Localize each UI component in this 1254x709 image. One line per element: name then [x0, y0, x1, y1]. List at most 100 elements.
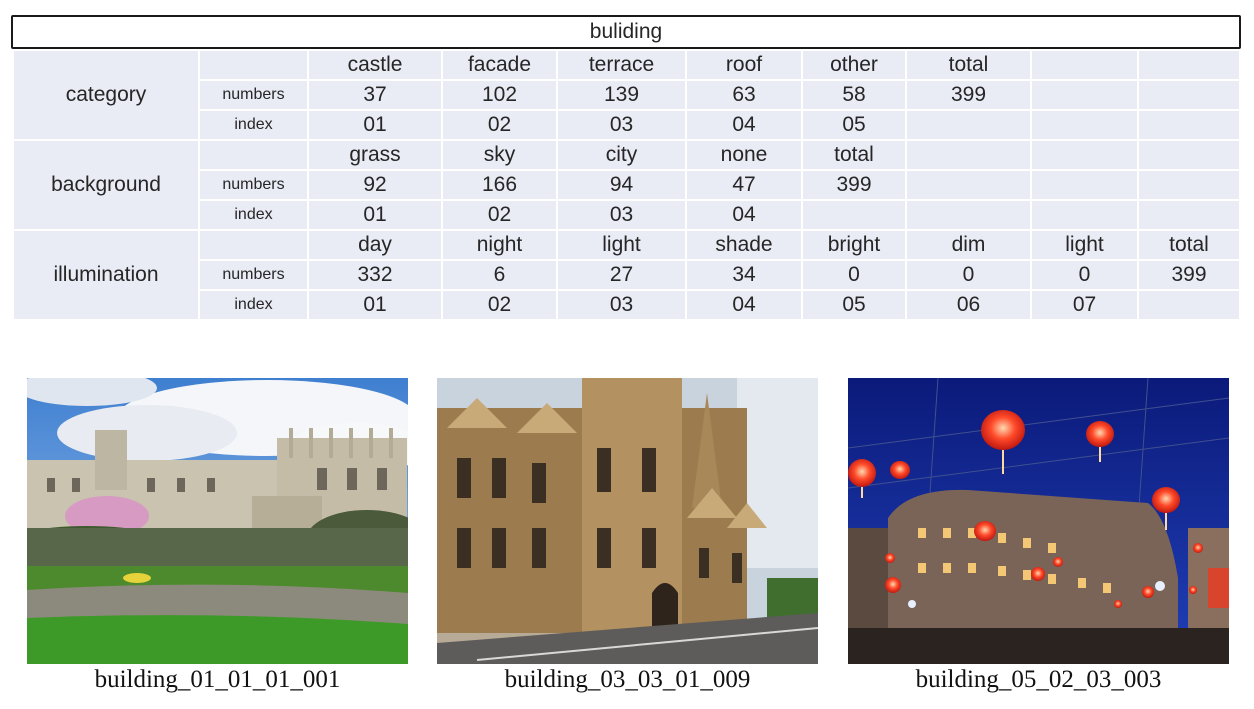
table-cell: total: [905, 49, 1032, 81]
table-cell: total: [801, 139, 907, 171]
row-header-blank: [198, 139, 309, 171]
table-cell: 332: [307, 259, 443, 291]
table-cell: 04: [685, 289, 803, 321]
table-cell: [1137, 139, 1241, 171]
table-cell: 0: [1030, 259, 1139, 291]
table-cell: day: [307, 229, 443, 261]
table-row: category castle facade terrace roof other tota…: [12, 49, 1241, 141]
table-cell: [905, 199, 1032, 231]
table-cell: 04: [685, 199, 803, 231]
table-cell: [1137, 169, 1241, 201]
table-cell: 03: [556, 289, 687, 321]
table-cell: terrace: [556, 49, 687, 81]
table-cell: night: [441, 229, 558, 261]
table-cell: 01: [307, 289, 443, 321]
table-cell: 02: [441, 199, 558, 231]
table-cell: 34: [685, 259, 803, 291]
table-cell: none: [685, 139, 803, 171]
castle-scene-image: [27, 378, 408, 664]
table-row: background grass sky city none total: [12, 139, 1241, 231]
table-cell: [1030, 79, 1139, 111]
table-cell: 102: [441, 79, 558, 111]
facade-scene-image: [437, 378, 818, 664]
table-cell: 399: [1137, 259, 1241, 291]
table-row: index 01 02 03 04: [13, 199, 1241, 231]
row-header-blank: [198, 229, 309, 261]
table-cell: [1137, 199, 1241, 231]
photo-city-night: [848, 378, 1229, 664]
image-caption-2: building_03_03_01_009: [504, 666, 751, 693]
image-caption-3: building_05_02_03_003: [915, 666, 1162, 693]
row-header-blank: [198, 49, 309, 81]
table-row: index 01 02 03 04 05 06 07: [13, 289, 1241, 321]
table-cell: [1030, 109, 1139, 141]
table-cell: 63: [685, 79, 803, 111]
table-cell: [905, 139, 1032, 171]
table-cell: 399: [801, 169, 907, 201]
table-cell: 0: [801, 259, 907, 291]
table-cell: 0: [905, 259, 1032, 291]
table-cell: 6: [441, 259, 558, 291]
table-cell: sky: [441, 139, 558, 171]
table-row: numbers 332 6 27 34 0 0 0 399: [13, 259, 1241, 291]
table-cell: 399: [905, 79, 1032, 111]
photo-facade: [437, 378, 818, 664]
table-cell: 139: [556, 79, 687, 111]
table-cell: castle: [307, 49, 443, 81]
table-cell: 03: [556, 109, 687, 141]
table-row: numbers 92 166 94 47 399: [13, 169, 1241, 201]
table-cell: 07: [1030, 289, 1139, 321]
table-cell: 02: [441, 289, 558, 321]
table-cell: [1137, 79, 1241, 111]
table-cell: 92: [307, 169, 443, 201]
table-cell: [1137, 289, 1241, 321]
table-cell: city: [556, 139, 687, 171]
table-cell: [1137, 49, 1241, 81]
table-cell: other: [801, 49, 907, 81]
table-cell: 37: [307, 79, 443, 111]
table-cell: shade: [685, 229, 803, 261]
row-header-numbers: numbers: [198, 259, 309, 291]
table-row: illumination day night light shade bright dim l…: [12, 229, 1241, 321]
row-header-index: index: [198, 109, 309, 141]
row-header-numbers: numbers: [198, 79, 309, 111]
table-cell: 47: [685, 169, 803, 201]
image-caption-1: building_01_01_01_001: [94, 666, 341, 693]
table-cell: 05: [801, 109, 907, 141]
table-cell: 04: [685, 109, 803, 141]
table-cell: [1030, 139, 1139, 171]
row-header-index: index: [198, 289, 309, 321]
table-cell: [905, 169, 1032, 201]
table-cell: 58: [801, 79, 907, 111]
table-cell: [1030, 49, 1139, 81]
table-cell: 27: [556, 259, 687, 291]
table-cell: 02: [441, 109, 558, 141]
group-name-background: background: [12, 139, 200, 231]
row-header-index: index: [198, 199, 309, 231]
table-cell: grass: [307, 139, 443, 171]
table-cell: [801, 199, 907, 231]
table-cell: total: [1137, 229, 1241, 261]
table-cell: bright: [801, 229, 907, 261]
table-cell: roof: [685, 49, 803, 81]
table-cell: [1137, 109, 1241, 141]
city-night-scene-image: [848, 378, 1229, 664]
table-cell: 01: [307, 199, 443, 231]
table-cell: [1030, 199, 1139, 231]
table-cell: 05: [801, 289, 907, 321]
table-cell: dim: [905, 229, 1032, 261]
group-name-category: category: [12, 49, 200, 141]
table-cell: 06: [905, 289, 1032, 321]
table-cell: 01: [307, 109, 443, 141]
statistics-table: category castle facade terrace roof other tota…: [12, 49, 1241, 321]
row-header-numbers: numbers: [198, 169, 309, 201]
table-title: buliding: [11, 15, 1241, 49]
table-cell: 94: [556, 169, 687, 201]
table-cell: [905, 109, 1032, 141]
table-row: numbers 37 102 139 63 58 399: [13, 79, 1241, 111]
photo-castle: [27, 378, 408, 664]
table-row: index 01 02 03 04 05: [13, 109, 1241, 141]
table-cell: facade: [441, 49, 558, 81]
table-cell: light: [556, 229, 687, 261]
table-cell: 03: [556, 199, 687, 231]
